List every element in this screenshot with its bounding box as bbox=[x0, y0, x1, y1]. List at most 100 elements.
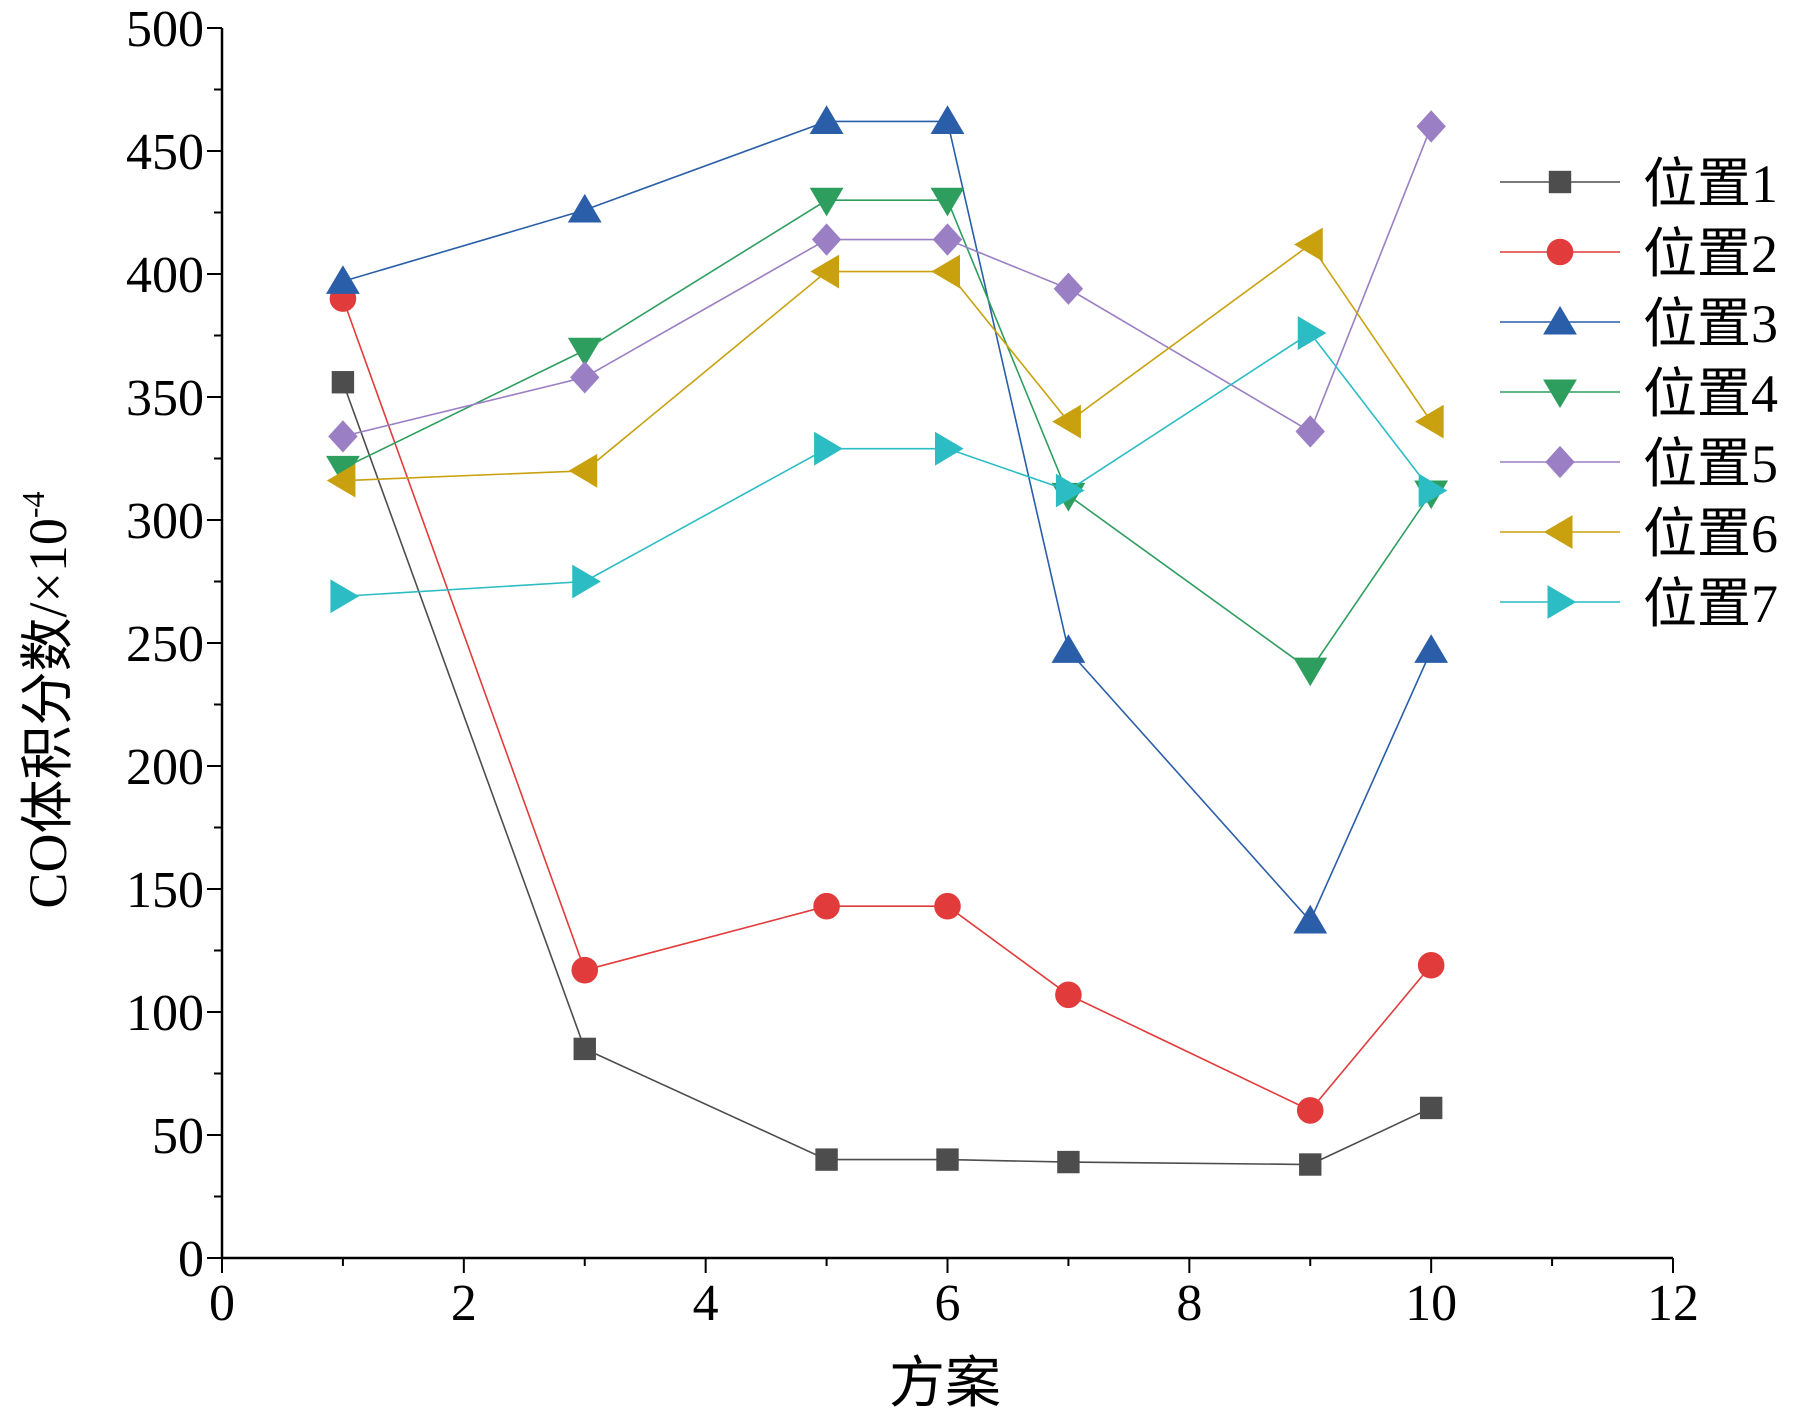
series-3 bbox=[326, 105, 1449, 934]
y-tick-label: 300 bbox=[126, 493, 204, 550]
plot-area bbox=[326, 105, 1449, 1176]
y-axis-label-superscript: -4 bbox=[15, 491, 51, 518]
data-point bbox=[1414, 634, 1449, 663]
legend-item: 位置5 bbox=[1500, 434, 1778, 494]
legend-marker bbox=[1543, 515, 1573, 549]
data-point bbox=[814, 431, 843, 466]
y-axis-label-main: CO体积分数/×10 bbox=[18, 518, 78, 908]
legend-label: 位置5 bbox=[1643, 434, 1778, 494]
data-point bbox=[1416, 110, 1446, 143]
series-4 bbox=[326, 187, 1449, 687]
data-point bbox=[1296, 1097, 1324, 1124]
data-point bbox=[1055, 473, 1085, 508]
data-point bbox=[1299, 1153, 1322, 1176]
y-tick-label: 450 bbox=[126, 124, 204, 181]
x-tick-label: 6 bbox=[935, 1275, 961, 1332]
series-5 bbox=[328, 110, 1446, 453]
data-point bbox=[567, 337, 602, 367]
series-7 bbox=[330, 316, 1448, 614]
data-point bbox=[331, 371, 355, 394]
legend-item: 位置2 bbox=[1500, 224, 1778, 284]
data-point bbox=[1055, 981, 1082, 1009]
data-point bbox=[568, 453, 598, 488]
data-point bbox=[930, 105, 965, 134]
data-point bbox=[326, 463, 356, 498]
y-axis-label: CO体积分数/×10-4 bbox=[15, 491, 78, 908]
series-line bbox=[342, 126, 1432, 438]
data-point bbox=[936, 1148, 959, 1171]
series-line bbox=[342, 199, 1432, 672]
data-point bbox=[567, 193, 602, 223]
series-line bbox=[342, 120, 1432, 923]
data-point bbox=[326, 455, 360, 485]
data-point bbox=[570, 361, 600, 394]
data-point bbox=[813, 892, 840, 920]
axes: 0 2 4 6 8 10 12 0 50 100 150 200 250 300 350 400 450 500 bbox=[126, 1, 1699, 1332]
x-tick-label: 10 bbox=[1405, 1275, 1457, 1332]
legend-marker bbox=[1545, 445, 1575, 479]
data-point bbox=[1297, 316, 1327, 350]
data-point bbox=[1417, 951, 1445, 979]
y-tick-label: 250 bbox=[126, 616, 204, 673]
y-axis-label-group: CO体积分数/×10-4 bbox=[15, 491, 78, 908]
data-point bbox=[1051, 634, 1086, 663]
legend-marker bbox=[1546, 238, 1574, 266]
x-axis-label-group: 方案 bbox=[889, 1353, 1001, 1415]
data-point bbox=[1057, 1150, 1080, 1174]
data-point bbox=[1293, 657, 1328, 687]
legend: 位置1 位置2 位置3 位置4 位置5 位置6 位置7 bbox=[1500, 154, 1778, 634]
y-tick-label: 400 bbox=[126, 247, 204, 304]
y-tick-label: 50 bbox=[152, 1108, 204, 1165]
data-point bbox=[1419, 1096, 1443, 1120]
y-tick-label: 200 bbox=[126, 739, 204, 796]
data-point bbox=[571, 956, 599, 984]
data-point bbox=[573, 1037, 596, 1061]
y-tick-label: 150 bbox=[126, 862, 204, 919]
data-point bbox=[1414, 404, 1444, 439]
data-point bbox=[809, 105, 844, 134]
data-point bbox=[1293, 904, 1328, 934]
legend-marker bbox=[1548, 170, 1572, 194]
data-point bbox=[809, 187, 844, 217]
legend-marker bbox=[1543, 379, 1577, 409]
data-point bbox=[934, 892, 961, 920]
series-6 bbox=[326, 227, 1444, 498]
legend-item: 位置4 bbox=[1500, 364, 1778, 424]
y-tick-label: 350 bbox=[126, 370, 204, 427]
data-point bbox=[328, 420, 358, 453]
series-line bbox=[342, 243, 1432, 482]
data-point bbox=[1052, 404, 1081, 439]
data-point bbox=[1418, 473, 1448, 508]
legend-item: 位置3 bbox=[1500, 294, 1778, 354]
legend-label: 位置4 bbox=[1643, 364, 1778, 424]
data-point bbox=[932, 223, 963, 256]
data-point bbox=[572, 564, 601, 599]
x-tick-label: 8 bbox=[1176, 1275, 1202, 1332]
legend-label: 位置2 bbox=[1643, 224, 1778, 284]
data-point bbox=[810, 254, 840, 289]
data-point bbox=[935, 431, 964, 466]
x-tick-label: 2 bbox=[451, 1275, 477, 1332]
x-axis-label: 方案 bbox=[889, 1353, 1001, 1411]
series-line bbox=[342, 298, 1432, 1112]
legend-item: 位置1 bbox=[1500, 154, 1778, 214]
legend-marker bbox=[1543, 305, 1577, 335]
data-point bbox=[930, 187, 965, 217]
data-point bbox=[811, 223, 842, 256]
data-point bbox=[1053, 272, 1084, 305]
x-tick-label: 4 bbox=[693, 1275, 719, 1332]
y-tick-label: 0 bbox=[178, 1231, 204, 1288]
legend-label: 位置3 bbox=[1643, 294, 1778, 354]
series-line bbox=[342, 381, 1432, 1166]
series-1 bbox=[331, 371, 1443, 1176]
legend-item: 位置7 bbox=[1500, 574, 1778, 634]
legend-label: 位置6 bbox=[1643, 504, 1778, 564]
y-tick-label: 500 bbox=[126, 1, 204, 58]
data-point bbox=[326, 265, 360, 294]
legend-marker bbox=[1547, 585, 1577, 619]
series-line bbox=[342, 331, 1432, 598]
y-tick-label: 100 bbox=[126, 985, 204, 1042]
data-point bbox=[1294, 227, 1323, 262]
